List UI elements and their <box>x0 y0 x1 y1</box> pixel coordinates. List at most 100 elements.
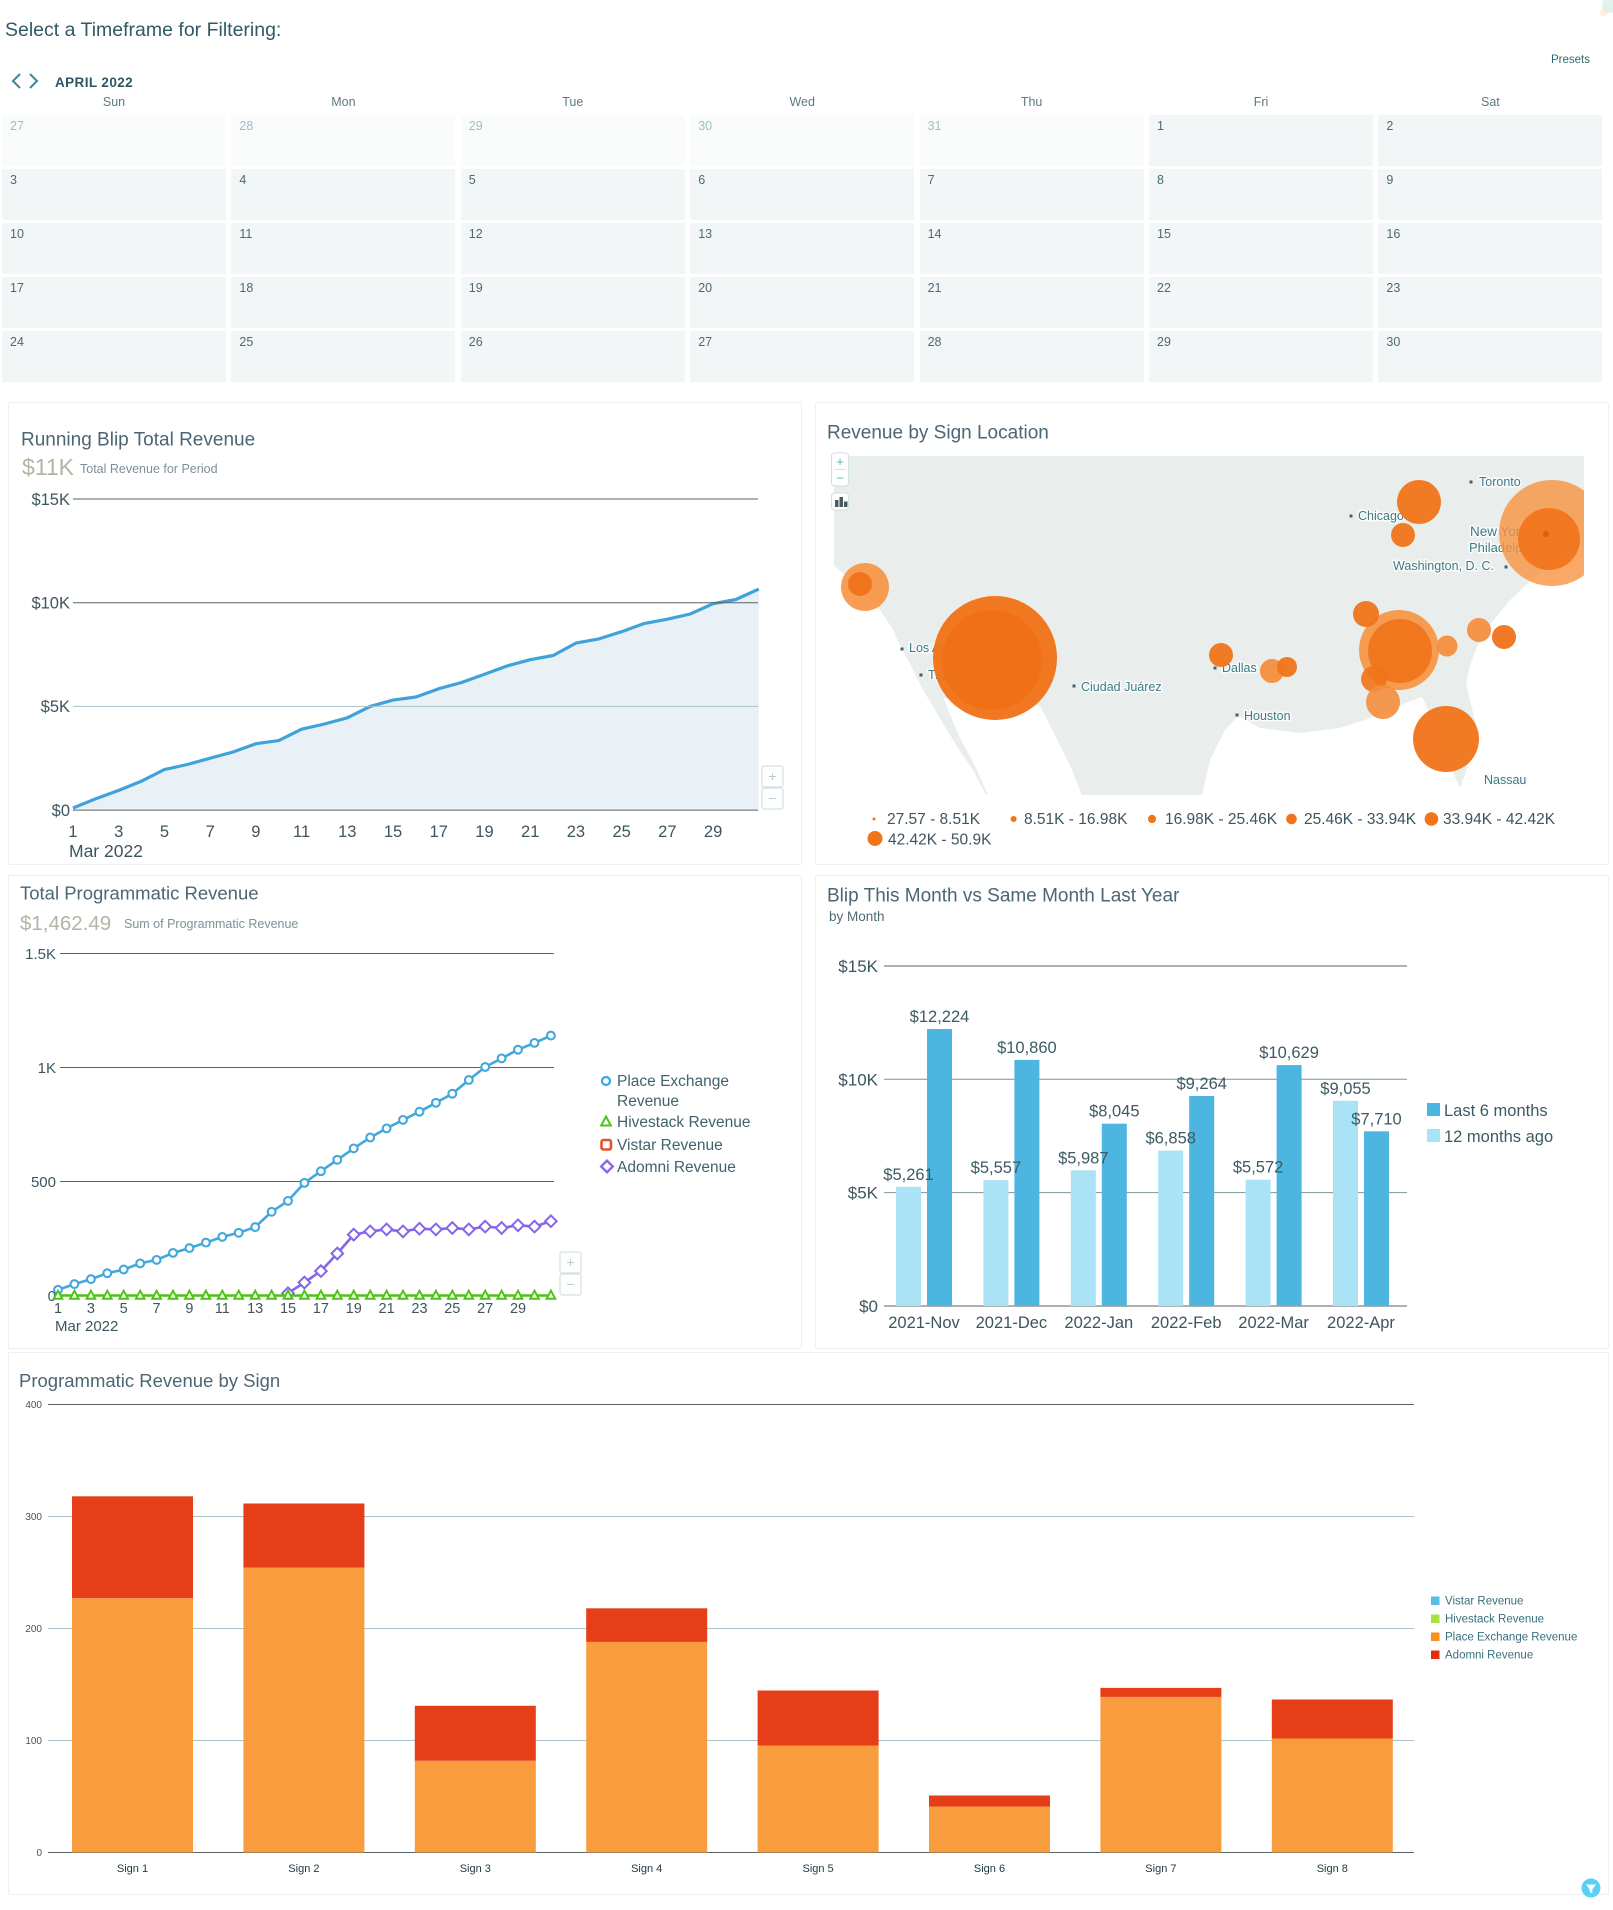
svg-text:Vistar Revenue: Vistar Revenue <box>1445 1596 1523 1608</box>
svg-text:$10,860: $10,860 <box>997 1039 1057 1057</box>
svg-text:1.5K: 1.5K <box>25 946 56 963</box>
svg-text:2021-Nov: 2021-Nov <box>888 1314 960 1332</box>
svg-text:$10,629: $10,629 <box>1259 1044 1319 1062</box>
svg-text:$5K: $5K <box>41 698 70 716</box>
svg-text:Running Blip Total Revenue: Running Blip Total Revenue <box>21 430 255 451</box>
svg-text:23: 23 <box>411 1301 427 1317</box>
svg-text:Revenue by Sign Location: Revenue by Sign Location <box>827 423 1049 444</box>
svg-text:$8,045: $8,045 <box>1089 1103 1139 1121</box>
svg-text:33.94K - 42.42K: 33.94K - 42.42K <box>1443 811 1556 828</box>
svg-text:$5,572: $5,572 <box>1233 1159 1283 1177</box>
svg-text:Washington, D. C.: Washington, D. C. <box>1393 559 1494 573</box>
svg-text:0: 0 <box>36 1848 42 1859</box>
svg-text:Sign 8: Sign 8 <box>1317 1863 1348 1875</box>
svg-text:Vistar Revenue: Vistar Revenue <box>617 1137 723 1154</box>
svg-text:2022-Jan: 2022-Jan <box>1064 1314 1133 1332</box>
svg-text:1: 1 <box>54 1301 62 1317</box>
svg-text:11: 11 <box>215 1301 230 1317</box>
svg-text:Sign 6: Sign 6 <box>974 1863 1005 1875</box>
svg-text:12 months ago: 12 months ago <box>1444 1128 1553 1146</box>
svg-text:21: 21 <box>521 823 539 841</box>
svg-text:25: 25 <box>612 823 630 841</box>
svg-text:500: 500 <box>31 1174 56 1191</box>
svg-text:Hivestack Revenue: Hivestack Revenue <box>617 1114 751 1131</box>
svg-text:15: 15 <box>384 823 402 841</box>
svg-text:13: 13 <box>247 1301 263 1317</box>
svg-text:Dallas: Dallas <box>1222 661 1257 675</box>
svg-text:19: 19 <box>475 823 493 841</box>
svg-text:13: 13 <box>338 823 356 841</box>
svg-text:100: 100 <box>25 1736 42 1747</box>
svg-text:Place Exchange Revenue: Place Exchange Revenue <box>1445 1632 1577 1644</box>
svg-text:$0: $0 <box>859 1297 878 1316</box>
svg-text:15: 15 <box>280 1301 296 1317</box>
svg-text:Ciudad Juárez: Ciudad Juárez <box>1081 680 1162 694</box>
svg-text:−: − <box>566 1276 574 1292</box>
svg-text:Toronto: Toronto <box>1479 475 1521 489</box>
svg-text:$5,987: $5,987 <box>1058 1149 1108 1167</box>
svg-text:Nassau: Nassau <box>1484 773 1526 787</box>
svg-text:Blip This Month vs Same Month: Blip This Month vs Same Month Last Year <box>827 886 1180 907</box>
svg-text:3: 3 <box>114 823 123 841</box>
svg-text:by Month: by Month <box>829 909 885 924</box>
svg-text:2022-Mar: 2022-Mar <box>1238 1314 1309 1332</box>
svg-text:Sign 4: Sign 4 <box>631 1863 662 1875</box>
svg-text:19: 19 <box>346 1301 362 1317</box>
svg-text:23: 23 <box>567 823 585 841</box>
svg-text:Last 6 months: Last 6 months <box>1444 1102 1548 1120</box>
svg-text:Houston: Houston <box>1244 709 1291 723</box>
svg-text:$1,462.49: $1,462.49 <box>20 912 111 935</box>
svg-text:11: 11 <box>293 823 310 841</box>
svg-text:+: + <box>836 454 844 469</box>
svg-text:Sign 3: Sign 3 <box>460 1863 491 1875</box>
svg-text:$10K: $10K <box>31 595 70 613</box>
svg-text:$6,858: $6,858 <box>1145 1130 1195 1148</box>
svg-text:Chicago: Chicago <box>1358 509 1404 523</box>
svg-text:25.46K - 33.94K: 25.46K - 33.94K <box>1304 811 1417 828</box>
svg-text:16.98K - 25.46K: 16.98K - 25.46K <box>1165 811 1278 828</box>
svg-text:+: + <box>566 1254 574 1270</box>
svg-text:−: − <box>836 471 844 486</box>
svg-text:$0: $0 <box>52 802 70 820</box>
svg-text:$12,224: $12,224 <box>910 1008 970 1026</box>
svg-text:0: 0 <box>48 1288 56 1305</box>
svg-text:Total Programmatic Revenue: Total Programmatic Revenue <box>20 883 259 904</box>
svg-text:21: 21 <box>379 1301 395 1317</box>
svg-text:42.42K - 50.9K: 42.42K - 50.9K <box>888 832 992 849</box>
svg-text:300: 300 <box>25 1512 42 1523</box>
svg-text:7: 7 <box>153 1301 161 1317</box>
svg-text:200: 200 <box>25 1624 42 1635</box>
svg-text:+: + <box>768 768 776 784</box>
svg-text:2022-Apr: 2022-Apr <box>1327 1314 1395 1332</box>
svg-text:3: 3 <box>87 1301 95 1317</box>
svg-text:Sum of Programmatic Revenue: Sum of Programmatic Revenue <box>124 917 298 931</box>
svg-text:17: 17 <box>313 1301 329 1317</box>
svg-text:1K: 1K <box>38 1060 56 1077</box>
svg-text:8.51K - 16.98K: 8.51K - 16.98K <box>1024 811 1128 828</box>
svg-text:Sign 1: Sign 1 <box>117 1863 148 1875</box>
svg-text:Adomni Revenue: Adomni Revenue <box>1445 1650 1533 1662</box>
svg-text:$9,264: $9,264 <box>1176 1075 1226 1093</box>
svg-text:25: 25 <box>444 1301 460 1317</box>
svg-text:$5,557: $5,557 <box>971 1159 1021 1177</box>
svg-text:2022-Feb: 2022-Feb <box>1151 1314 1222 1332</box>
svg-text:Sign 2: Sign 2 <box>288 1863 319 1875</box>
svg-text:27.57 - 8.51K: 27.57 - 8.51K <box>887 811 981 828</box>
svg-text:27: 27 <box>477 1301 493 1317</box>
svg-text:400: 400 <box>25 1400 42 1411</box>
svg-text:7: 7 <box>206 823 215 841</box>
svg-text:Revenue: Revenue <box>617 1093 679 1110</box>
svg-text:$9,055: $9,055 <box>1320 1080 1370 1098</box>
svg-text:27: 27 <box>658 823 676 841</box>
svg-text:$15K: $15K <box>31 491 70 509</box>
svg-text:Total Revenue for Period: Total Revenue for Period <box>80 462 218 476</box>
svg-text:$11K: $11K <box>22 454 75 480</box>
svg-text:Place Exchange: Place Exchange <box>617 1073 729 1090</box>
svg-text:Hivestack Revenue: Hivestack Revenue <box>1445 1614 1544 1626</box>
svg-text:17: 17 <box>430 823 448 841</box>
svg-text:−: − <box>768 790 776 806</box>
svg-text:9: 9 <box>251 823 260 841</box>
svg-text:$5K: $5K <box>848 1184 879 1203</box>
svg-text:5: 5 <box>160 823 169 841</box>
svg-text:2021-Dec: 2021-Dec <box>976 1314 1048 1332</box>
